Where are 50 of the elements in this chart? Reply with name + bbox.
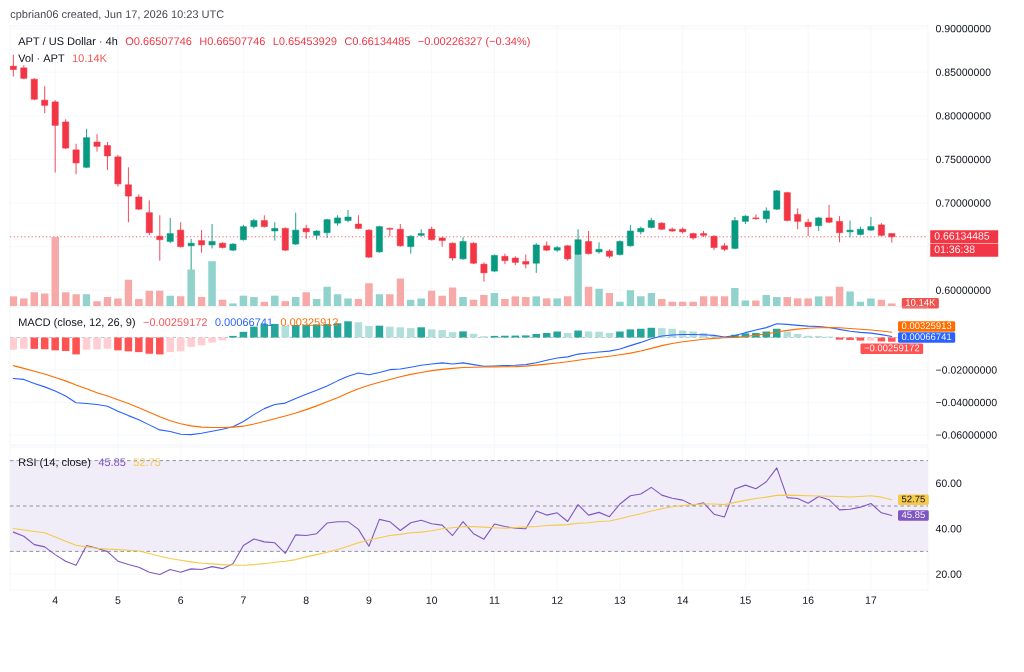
x-tick-label: 12	[552, 596, 563, 604]
data-label: 0.00066741	[901, 333, 952, 341]
x-tick-label: 7	[241, 596, 246, 604]
text: MACD (close, 12, 26, 9)	[19, 318, 135, 329]
x-tick-label: 4	[52, 596, 58, 604]
y-tick-label: −0.06000000	[936, 431, 997, 439]
x-tick-label: 11	[489, 596, 500, 604]
annotation: −0.00226327 (−0.34%)	[418, 37, 530, 48]
x-tick-label: 16	[803, 596, 814, 604]
y-tick-label: 20.00	[936, 570, 962, 578]
annotation: 10.14K	[72, 54, 107, 63]
x-tick-label: 14	[677, 596, 689, 604]
x-tick-label: 6	[178, 596, 184, 604]
y-tick-label: 0.80000000	[935, 112, 991, 120]
x-tick-label: 13	[614, 596, 626, 604]
data-label: 52.75	[901, 495, 925, 503]
y-tick-label: 0.85000000	[935, 68, 991, 76]
x-tick-label: 9	[366, 596, 372, 604]
x-tick-label: 10	[426, 596, 438, 604]
annotation: 45.85	[98, 458, 126, 467]
annotation: 0.00066741	[215, 318, 273, 327]
annotation: 52.75	[133, 458, 161, 467]
text: APT / US Dollar · 4h	[18, 37, 118, 46]
annotation: −0.00259172	[143, 318, 207, 327]
y-tick-label: 40.00	[935, 525, 962, 533]
annotation: 10.14K	[906, 299, 936, 306]
annotation: O0.66507746	[125, 37, 192, 46]
annotation: 0.00325913	[280, 318, 339, 327]
y-tick-label: 60.00	[936, 479, 962, 488]
y-tick-label: 0.90000000	[935, 24, 991, 33]
y-tick-label: −0.02000000	[936, 366, 997, 374]
text: RSI (14, close)	[19, 458, 91, 469]
ref-line-label: 0.66134485	[934, 232, 990, 240]
annotation: C0.66134485	[344, 37, 410, 46]
text: cpbrian06 created, Jun 17, 2026 10:23 UTC	[10, 10, 224, 21]
annotation: L0.65453929	[273, 37, 337, 46]
x-tick-label: 17	[865, 596, 877, 604]
y-tick-label: 0.70000000	[935, 199, 991, 207]
data-label: 45.85	[901, 511, 925, 519]
annotation: H0.66507746	[200, 37, 265, 46]
x-tick-label: 5	[115, 596, 121, 604]
y-tick-label: 0.75000000	[935, 155, 991, 164]
y-tick-label: 0.60000000	[935, 286, 991, 295]
x-tick-label: 8	[303, 596, 309, 604]
data-label: 0.00325913	[901, 322, 952, 330]
text: 01:36:38	[934, 245, 975, 254]
chart-title: Vol · APT	[18, 54, 65, 63]
y-tick-label: −0.04000000	[936, 398, 997, 407]
x-tick-label: 15	[740, 596, 751, 604]
data-label: −0.00259172	[864, 344, 920, 352]
